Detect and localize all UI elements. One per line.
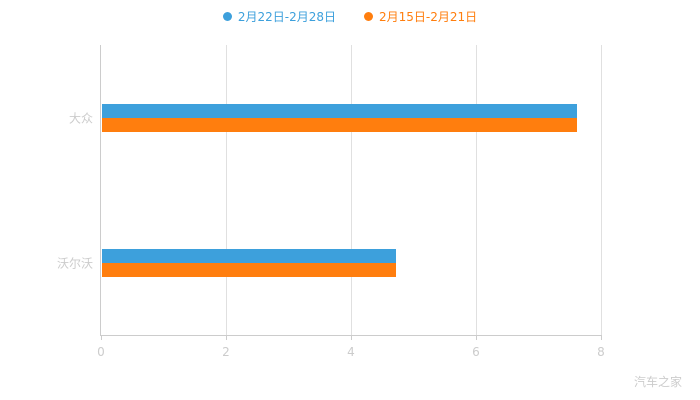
legend-label: 2月15日-2月21日 [379,10,478,24]
legend-label: 2月22日-2月28日 [237,10,336,24]
x-gridline [601,45,602,335]
x-tick-mark [601,335,602,340]
x-tick-label: 6 [472,345,480,359]
watermark: 汽车之家 [633,375,682,389]
x-tick-label: 2 [222,345,230,359]
x-gridline [226,45,227,335]
x-tick-label: 4 [347,345,355,359]
bar-series2 [102,262,396,277]
y-category-label: 沃尔沃 [56,256,93,270]
legend-item[interactable]: 2月22日-2月28日 [222,8,336,25]
legend-item[interactable]: 2月15日-2月21日 [364,8,477,25]
bar-series2 [102,117,577,132]
x-gridline [351,45,352,335]
x-tick-mark [101,335,102,340]
x-tick-mark [351,335,352,340]
x-tick-label: 0 [97,345,105,359]
bar-series1 [102,103,577,118]
y-category-label: 大众 [68,111,93,125]
plot-area: 0 2 4 6 8 大众沃尔沃 [57,45,605,359]
legend: 2月22日-2月28日 2月15日-2月21日 [0,8,700,25]
legend-marker-icon [364,12,373,21]
x-tick-label: 8 [597,345,605,359]
x-tick-mark [226,335,227,340]
x-tick-mark [476,335,477,340]
bar-series1 [102,248,396,263]
legend-marker-icon [222,12,232,21]
x-gridline [476,45,477,335]
